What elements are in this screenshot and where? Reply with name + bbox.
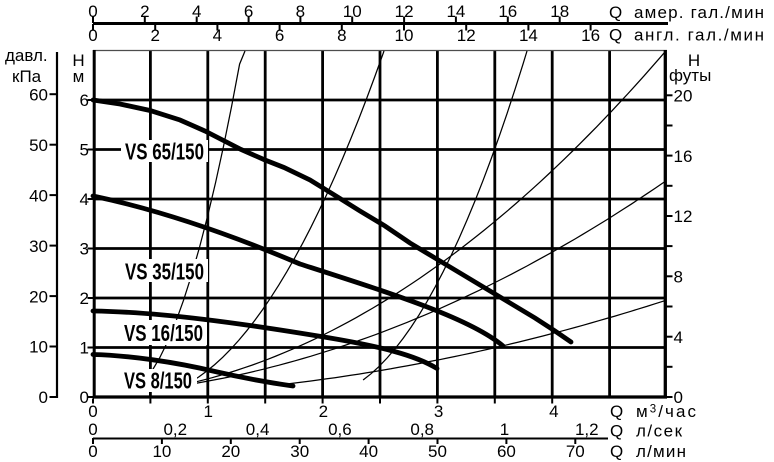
svg-text:4: 4 [192, 2, 201, 21]
svg-text:3: 3 [80, 240, 89, 259]
svg-text:10: 10 [152, 442, 171, 461]
svg-text:м: м [73, 67, 85, 86]
svg-text:50: 50 [428, 442, 447, 461]
svg-text:0,2: 0,2 [163, 420, 187, 439]
svg-text:англ. гал./мин: англ. гал./мин [634, 26, 764, 45]
svg-text:VS 65/150: VS 65/150 [125, 139, 204, 165]
svg-text:VS 16/150: VS 16/150 [124, 320, 203, 346]
svg-text:2: 2 [140, 2, 149, 21]
svg-text:12: 12 [457, 26, 476, 45]
svg-text:амер. гал./мин: амер. гал./мин [634, 3, 764, 22]
svg-text:16: 16 [581, 26, 600, 45]
svg-text:20: 20 [29, 287, 48, 306]
svg-text:0,6: 0,6 [328, 420, 352, 439]
svg-text:2: 2 [319, 402, 328, 421]
svg-text:1,2: 1,2 [575, 420, 599, 439]
svg-text:2: 2 [80, 289, 89, 308]
svg-text:футы: футы [669, 66, 711, 85]
svg-text:кПа: кПа [12, 67, 42, 86]
svg-text:20: 20 [221, 442, 240, 461]
svg-text:6: 6 [275, 26, 284, 45]
svg-text:1: 1 [80, 339, 89, 358]
svg-text:60: 60 [29, 85, 48, 104]
svg-text:10: 10 [343, 2, 362, 21]
svg-text:10: 10 [395, 26, 414, 45]
svg-text:л/сек: л/сек [636, 422, 683, 441]
svg-text:4: 4 [549, 402, 558, 421]
svg-text:40: 40 [29, 186, 48, 205]
svg-text:16: 16 [498, 2, 517, 21]
svg-text:16: 16 [674, 147, 693, 166]
svg-text:Q: Q [610, 442, 623, 461]
svg-text:40: 40 [359, 442, 378, 461]
svg-text:4: 4 [674, 328, 683, 347]
svg-text:0: 0 [39, 388, 48, 407]
svg-text:л/мин: л/мин [636, 442, 686, 461]
svg-text:18: 18 [550, 2, 569, 21]
svg-text:1: 1 [500, 420, 509, 439]
svg-text:Q: Q [610, 402, 623, 421]
svg-text:20: 20 [674, 87, 693, 106]
svg-text:м3/час: м 3/час [636, 402, 697, 421]
svg-text:70: 70 [566, 442, 585, 461]
svg-text:1: 1 [203, 402, 212, 421]
svg-text:3: 3 [434, 402, 443, 421]
svg-text:0: 0 [88, 2, 97, 21]
svg-text:14: 14 [519, 26, 538, 45]
svg-text:VS 8/150: VS 8/150 [124, 368, 192, 394]
svg-text:30: 30 [290, 442, 309, 461]
svg-text:0: 0 [80, 388, 89, 407]
svg-text:2: 2 [150, 26, 159, 45]
svg-text:10: 10 [29, 338, 48, 357]
svg-text:0: 0 [88, 26, 97, 45]
svg-text:5: 5 [80, 141, 89, 160]
svg-text:8: 8 [296, 2, 305, 21]
svg-text:0: 0 [88, 442, 97, 461]
svg-text:H: H [688, 51, 700, 70]
svg-text:H: H [72, 51, 84, 70]
svg-text:Q: Q [609, 26, 622, 45]
svg-text:6: 6 [244, 2, 253, 21]
svg-text:6: 6 [80, 91, 89, 110]
svg-text:4: 4 [213, 26, 222, 45]
svg-text:давл.: давл. [5, 46, 48, 65]
svg-text:12: 12 [674, 207, 693, 226]
svg-text:8: 8 [337, 26, 346, 45]
svg-text:0,8: 0,8 [410, 420, 434, 439]
svg-text:12: 12 [395, 2, 414, 21]
svg-text:50: 50 [29, 136, 48, 155]
svg-text:VS 35/150: VS 35/150 [125, 259, 204, 285]
svg-text:Q: Q [609, 3, 622, 22]
svg-text:0: 0 [88, 402, 97, 421]
svg-text:0: 0 [88, 420, 97, 439]
svg-text:8: 8 [674, 268, 683, 287]
svg-text:30: 30 [29, 237, 48, 256]
svg-text:14: 14 [446, 2, 465, 21]
svg-text:0: 0 [674, 388, 683, 407]
svg-text:60: 60 [497, 442, 516, 461]
svg-text:4: 4 [80, 190, 89, 209]
svg-text:Q: Q [610, 422, 623, 441]
svg-text:0,4: 0,4 [246, 420, 270, 439]
